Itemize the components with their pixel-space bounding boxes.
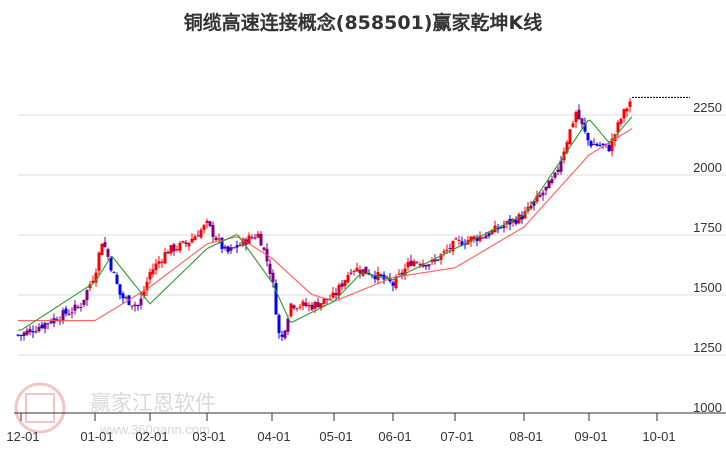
y-axis: 1000 1250 1500 1750 2000 2250 (693, 100, 722, 415)
ma-long-line (18, 128, 633, 322)
watermark: 赢家江恩软件 www.360gann.com (14, 382, 216, 437)
y-tick-label: 1250 (693, 340, 722, 355)
y-tick-label: 1000 (693, 400, 722, 415)
x-tick-label: 12-01 (6, 429, 39, 444)
x-tick-label: 10-01 (642, 429, 675, 444)
grid-lines (18, 114, 726, 356)
y-tick-label: 2250 (693, 100, 722, 115)
x-tick-label: 01-01 (80, 429, 113, 444)
watermark-brand: 赢家江恩软件 (90, 391, 216, 415)
x-tick-label: 06-01 (378, 429, 411, 444)
x-tick-label: 03-01 (192, 429, 225, 444)
x-tick-label: 09-01 (574, 429, 607, 444)
y-tick-label: 1500 (693, 280, 722, 295)
ma-short-line (18, 116, 633, 331)
chart-title: 铜缆高速连接概念(858501)赢家乾坤K线 (183, 12, 543, 34)
y-tick-label: 2000 (693, 160, 722, 175)
watermark-url: www.360gann.com (99, 422, 210, 437)
x-tick-label: 02-01 (135, 429, 168, 444)
candlesticks (16, 98, 632, 342)
x-tick-label: 05-01 (319, 429, 352, 444)
y-tick-label: 1750 (693, 220, 722, 235)
x-tick-label: 04-01 (257, 429, 290, 444)
x-tick-label: 08-01 (509, 429, 542, 444)
x-tick-label: 07-01 (440, 429, 473, 444)
x-axis: 12-01 01-01 02-01 03-01 04-01 05-01 06-01 07-01… (6, 412, 726, 444)
